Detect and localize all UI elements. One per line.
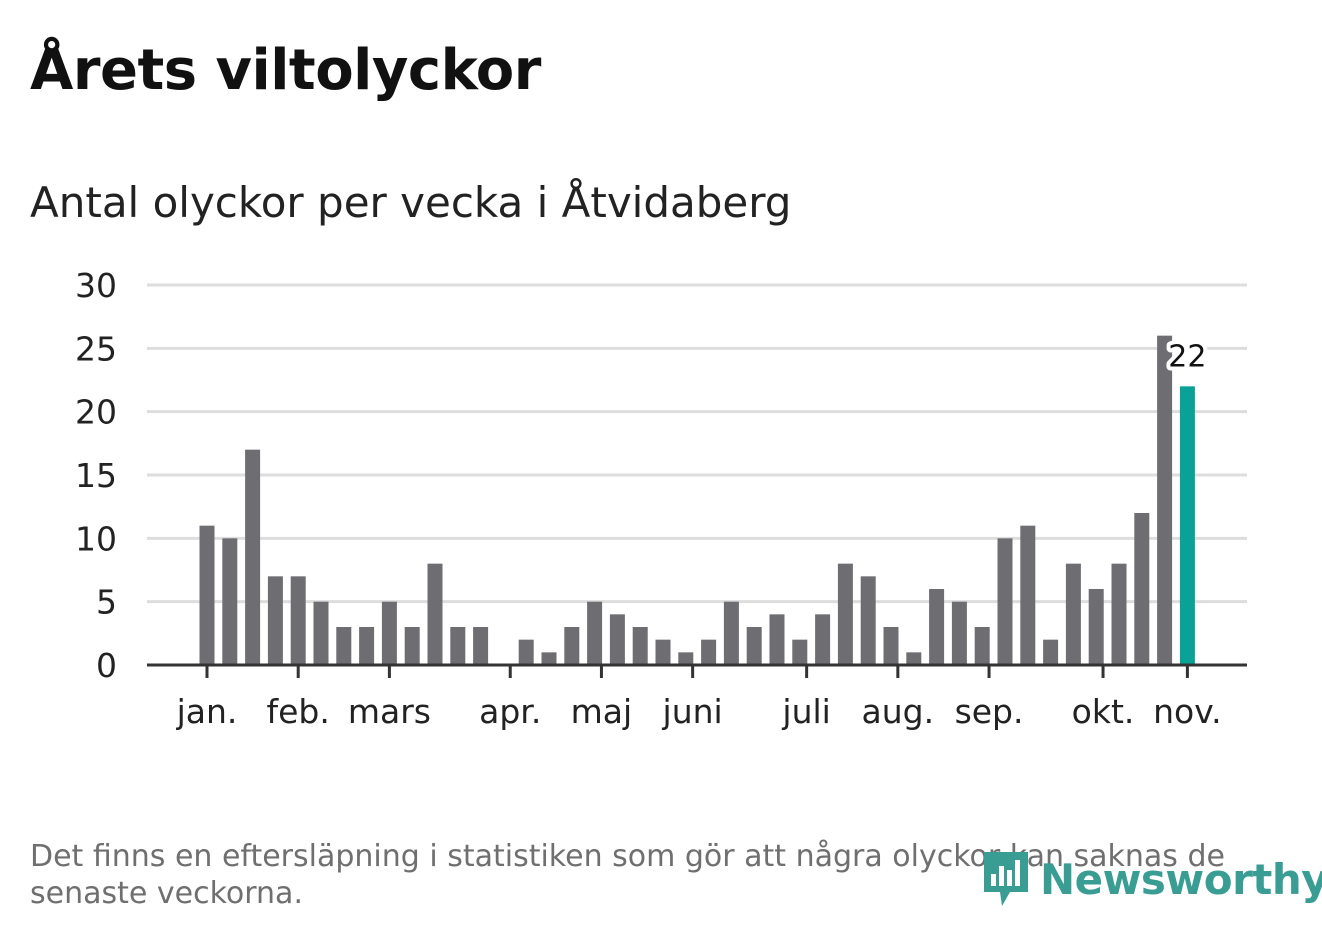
x-tick-label: jan.	[176, 692, 238, 731]
x-tick-label: aug.	[862, 692, 935, 731]
bar	[267, 576, 283, 665]
x-tick-label: sep.	[955, 692, 1024, 731]
bar	[723, 601, 739, 665]
brand-name: Newsworthy	[1040, 854, 1322, 904]
x-tick-label: feb.	[267, 692, 330, 731]
bar	[837, 563, 853, 665]
bar	[541, 652, 557, 665]
bar	[1111, 563, 1127, 665]
bar	[427, 563, 443, 665]
gridlines	[147, 283, 1247, 604]
brand-logo: Newsworthy	[980, 846, 1322, 912]
bar	[404, 627, 420, 665]
bar	[336, 627, 352, 665]
bar	[359, 627, 375, 665]
bar	[381, 601, 397, 665]
bar	[564, 627, 580, 665]
bar	[450, 627, 466, 665]
bar	[974, 627, 990, 665]
y-axis-labels: 0 5 10 15 20 25 30	[75, 266, 117, 685]
bar	[1020, 525, 1036, 665]
bar	[746, 627, 762, 665]
bar	[245, 449, 261, 665]
bar	[929, 589, 945, 665]
bar	[632, 627, 648, 665]
bar	[1043, 639, 1059, 665]
bar	[1134, 513, 1150, 665]
bar	[313, 601, 329, 665]
x-tick-label: mars	[348, 692, 431, 731]
y-tick-label: 30	[75, 266, 117, 305]
x-tick-label: juli	[781, 692, 830, 731]
chart-subtitle: Antal olyckor per vecka i Åtvidaberg	[30, 178, 792, 227]
bar	[290, 576, 306, 665]
bar	[1065, 563, 1081, 665]
x-tick-label: nov.	[1153, 692, 1222, 731]
bar-chart: 0 5 10 15 20 25 30 jan. feb. mars apr. maj juni juli…	[75, 266, 1247, 731]
bar-highlight	[1179, 386, 1195, 665]
bar	[518, 639, 534, 665]
bar	[906, 652, 922, 665]
bar	[997, 538, 1013, 665]
bar	[655, 639, 671, 665]
y-tick-label: 0	[96, 646, 117, 685]
x-tick-label: juni	[662, 692, 723, 731]
x-tick-label: apr.	[479, 692, 541, 731]
y-tick-label: 5	[96, 583, 117, 622]
y-tick-label: 15	[75, 456, 117, 495]
bar	[883, 627, 899, 665]
bar	[199, 525, 215, 665]
x-axis: jan. feb. mars apr. maj juni juli aug. sep. okt. n…	[147, 663, 1247, 731]
bar	[860, 576, 876, 665]
bar	[701, 639, 717, 665]
bar	[1157, 335, 1173, 665]
data-labels: 22	[1164, 335, 1210, 378]
bars	[199, 335, 1195, 665]
x-tick-label: okt.	[1072, 692, 1135, 731]
newsworthy-logo-icon	[984, 852, 1028, 906]
bar	[815, 614, 831, 665]
y-tick-label: 20	[75, 393, 117, 432]
bar	[587, 601, 603, 665]
y-tick-label: 10	[75, 519, 117, 558]
chart-title: Årets viltolyckor	[30, 38, 541, 103]
bar	[1088, 589, 1104, 665]
bar	[792, 639, 808, 665]
bar	[951, 601, 967, 665]
bar	[473, 627, 489, 665]
bar	[609, 614, 625, 665]
bar	[678, 652, 694, 665]
y-tick-label: 25	[75, 329, 117, 368]
bar	[222, 538, 238, 665]
x-tick-label: maj	[571, 692, 633, 731]
highlight-value-label: 22	[1168, 339, 1206, 374]
bar	[769, 614, 785, 665]
